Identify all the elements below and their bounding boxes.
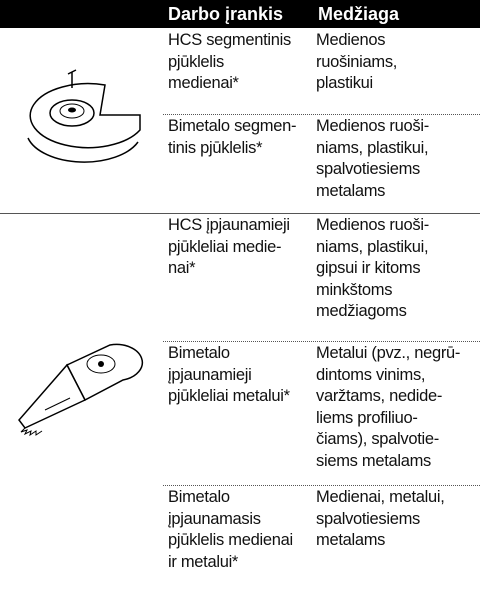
material-cell: Medienos ruošiniams, plastikui [316, 30, 397, 95]
text-line: metalams [316, 531, 386, 549]
header-tool: Darbo įrankis [168, 4, 284, 24]
text-line: spalvotiesiems [316, 509, 421, 528]
text-line: Bimetalo [168, 488, 230, 506]
material-cell: Metalui (pvz., negrū-dintoms vinims, varž… [316, 343, 460, 472]
text-line: liems profiliuo- [316, 408, 418, 427]
text-line: pjūklelis [168, 52, 224, 71]
plunge-blade-icon [18, 343, 144, 437]
text-line: tinis pjūklelis* [168, 138, 263, 157]
text-line: plastikui [316, 74, 373, 92]
table-header: Darbo įrankis Medžiaga [0, 0, 480, 28]
header-material: Medžiaga [318, 4, 400, 24]
row-separator [163, 485, 480, 486]
text-line: niams, plastikui, [316, 237, 429, 256]
text-line: HCS segmentinis [168, 31, 291, 49]
text-line: varžtams, nedide- [316, 387, 443, 405]
text-line: čiams), spalvotie- [316, 430, 439, 448]
text-line: įpjaunamasis [168, 509, 261, 528]
text-line: Bimetalo [168, 344, 230, 362]
text-line: Bimetalo segmen- [168, 117, 297, 135]
text-line: Medienos ruoši- [316, 117, 429, 135]
group-separator [0, 213, 480, 214]
text-line: Medienos [316, 31, 386, 49]
text-line: medžiagoms [316, 302, 407, 320]
text-line: Metalui (pvz., negrū- [316, 344, 461, 362]
text-line: niams, plastikui, [316, 138, 429, 157]
text-line: gipsui ir kitoms [316, 259, 421, 277]
text-line: Medienai, metalui, [316, 488, 445, 506]
text-line: dintoms vinims, [316, 365, 426, 384]
segment-blade-icon [27, 69, 141, 163]
text-line: pjūkleliai metalui* [168, 387, 290, 405]
text-line: ir metalui* [168, 552, 239, 571]
text-line: minkštoms [316, 280, 393, 299]
material-cell: Medienai, metalui, spalvotiesiems metalams [316, 487, 445, 552]
text-line: metalams [316, 181, 386, 200]
text-line: siems metalams [316, 451, 431, 470]
material-cell: Medienos ruoši-niams, plastikui, spalvoti… [316, 116, 429, 202]
text-line: pjūkleliai medie- [168, 237, 282, 256]
tool-cell: HCS segmentinis pjūklelis medienai* [168, 30, 291, 95]
text-line: ruošiniams, [316, 52, 398, 71]
text-line: medienai* [168, 74, 239, 92]
text-line: pjūklelis medienai [168, 531, 293, 549]
row-separator [163, 114, 480, 115]
row-separator [163, 341, 480, 342]
text-line: spalvotiesiems [316, 160, 421, 178]
tool-cell: HCS įpjaunamieji pjūkleliai medie-nai* [168, 215, 290, 280]
material-cell: Medienos ruoši-niams, plastikui, gipsui i… [316, 215, 429, 323]
text-line: įpjaunamieji [168, 365, 252, 384]
tool-cell: Bimetalo segmen-tinis pjūklelis* [168, 116, 296, 159]
text-line: Medienos ruoši- [316, 216, 429, 234]
tool-cell: Bimetalo įpjaunamieji pjūkleliai metalui* [168, 343, 290, 408]
text-line: nai* [168, 259, 196, 277]
text-line: HCS įpjaunamieji [168, 216, 290, 234]
tool-cell: Bimetalo įpjaunamasis pjūklelis medienai ir… [168, 487, 293, 573]
